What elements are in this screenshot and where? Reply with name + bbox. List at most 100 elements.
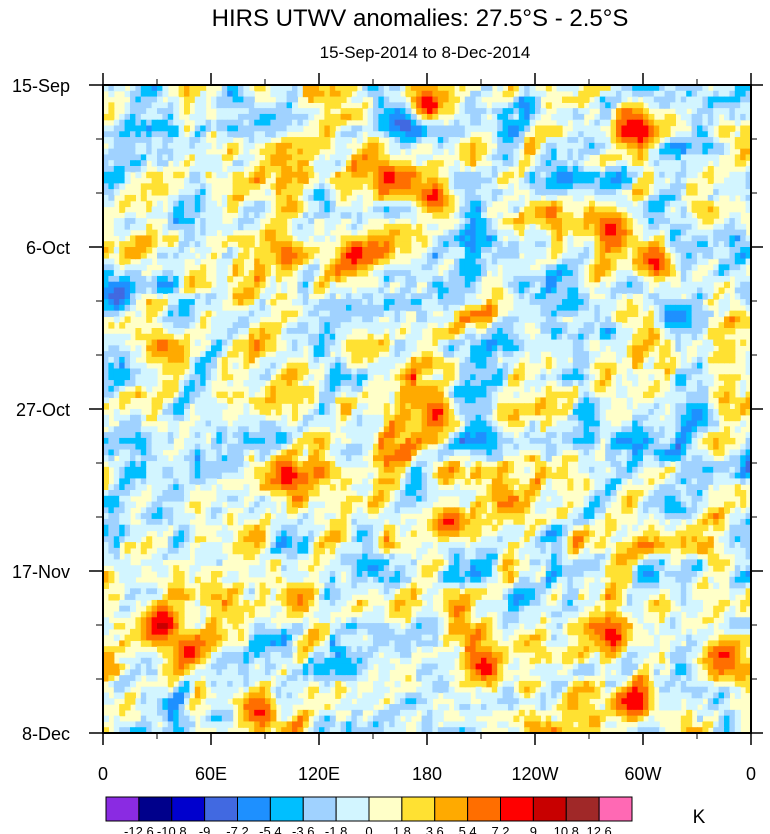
heatmap-cell (184, 304, 190, 312)
heatmap-cell (664, 270, 671, 277)
heatmap-cell (648, 241, 655, 248)
heatmap-cell (643, 235, 649, 242)
heatmap-cell (243, 125, 250, 132)
heatmap-cell (427, 270, 433, 277)
heatmap-cell (648, 299, 655, 306)
heatmap-cell (432, 200, 439, 208)
heatmap-cell (400, 194, 406, 202)
heatmap-cell (135, 148, 142, 156)
heatmap-cell (691, 252, 698, 260)
heatmap-cell (540, 252, 547, 260)
heatmap-cell (232, 391, 239, 399)
heatmap-cell (410, 362, 417, 370)
heatmap-cell (621, 385, 628, 393)
heatmap-cell (648, 356, 655, 364)
heatmap-cell (232, 247, 239, 254)
heatmap-cell (508, 287, 514, 294)
heatmap-cell (518, 270, 525, 277)
heatmap-cell (205, 194, 212, 202)
heatmap-cell (356, 380, 363, 387)
heatmap-cell (119, 247, 126, 254)
heatmap-cell (313, 356, 320, 364)
heatmap-cell (216, 154, 223, 161)
heatmap-cell (270, 154, 277, 161)
heatmap-cell (394, 229, 401, 237)
heatmap-cell (238, 212, 244, 219)
heatmap-cell (448, 270, 455, 277)
heatmap-cell (243, 223, 250, 231)
heatmap-cell (670, 119, 676, 127)
heatmap-cell (540, 333, 547, 341)
heatmap-cell (238, 223, 244, 231)
heatmap-cell (243, 206, 250, 213)
heatmap-cell (583, 137, 590, 144)
heatmap-cell (524, 154, 531, 161)
heatmap-cell (659, 96, 666, 103)
heatmap-cell (259, 113, 266, 121)
heatmap-cell (734, 113, 741, 121)
heatmap-cell (270, 113, 277, 121)
heatmap-cell (464, 194, 471, 202)
heatmap-cell (146, 108, 153, 115)
heatmap-cell (383, 85, 390, 92)
heatmap-cell (535, 241, 541, 248)
heatmap-cell (475, 223, 482, 231)
heatmap-cell (729, 345, 736, 352)
heatmap-cell (707, 171, 714, 179)
heatmap-cell (605, 108, 612, 115)
heatmap-cell (113, 166, 120, 173)
heatmap-cell (227, 322, 234, 329)
heatmap-cell (697, 351, 703, 358)
heatmap-cell (400, 96, 406, 103)
heatmap-cell (151, 171, 158, 179)
heatmap-cell (562, 356, 568, 364)
heatmap-cell (178, 90, 185, 98)
heatmap-cell (562, 322, 568, 329)
heatmap-cell (416, 385, 423, 393)
heatmap-cell (389, 229, 396, 237)
heatmap-cell (513, 96, 520, 103)
heatmap-cell (643, 345, 649, 352)
heatmap-cell (248, 270, 255, 277)
heatmap-cell (556, 206, 563, 213)
heatmap-cell (211, 345, 217, 352)
heatmap-cell (502, 229, 509, 237)
heatmap-cell (432, 287, 439, 294)
heatmap-cell (324, 108, 331, 115)
heatmap-cell (119, 275, 126, 283)
heatmap-cell (308, 247, 315, 254)
heatmap-cell (459, 328, 466, 335)
heatmap-cell (578, 270, 585, 277)
heatmap-cell (589, 374, 595, 381)
heatmap-cell (529, 189, 536, 196)
heatmap-cell (675, 345, 682, 352)
heatmap-cell (329, 212, 336, 219)
heatmap-cell (157, 270, 163, 277)
heatmap-cell (707, 229, 714, 237)
heatmap-cell (513, 322, 520, 329)
heatmap-cell (248, 391, 255, 399)
heatmap-cell (686, 166, 693, 173)
heatmap-cell (130, 252, 136, 260)
heatmap-cell (238, 154, 244, 161)
heatmap-cell (367, 108, 374, 115)
heatmap-cell (599, 368, 606, 375)
heatmap-cell (275, 200, 282, 208)
heatmap-cell (664, 374, 671, 381)
heatmap-cell (405, 339, 412, 346)
heatmap-cell (119, 85, 126, 92)
heatmap-cell (589, 229, 595, 237)
heatmap-cell (238, 194, 244, 202)
heatmap-cell (437, 241, 444, 248)
heatmap-cell (513, 102, 520, 109)
heatmap-cell (497, 148, 504, 156)
heatmap-cell (427, 252, 433, 260)
heatmap-cell (594, 212, 601, 219)
heatmap-cell (497, 385, 504, 393)
heatmap-cell (535, 304, 541, 312)
heatmap-cell (616, 281, 622, 289)
heatmap-cell (313, 142, 320, 150)
heatmap-cell (340, 270, 347, 277)
heatmap-cell (562, 148, 568, 156)
heatmap-cell (297, 275, 304, 283)
